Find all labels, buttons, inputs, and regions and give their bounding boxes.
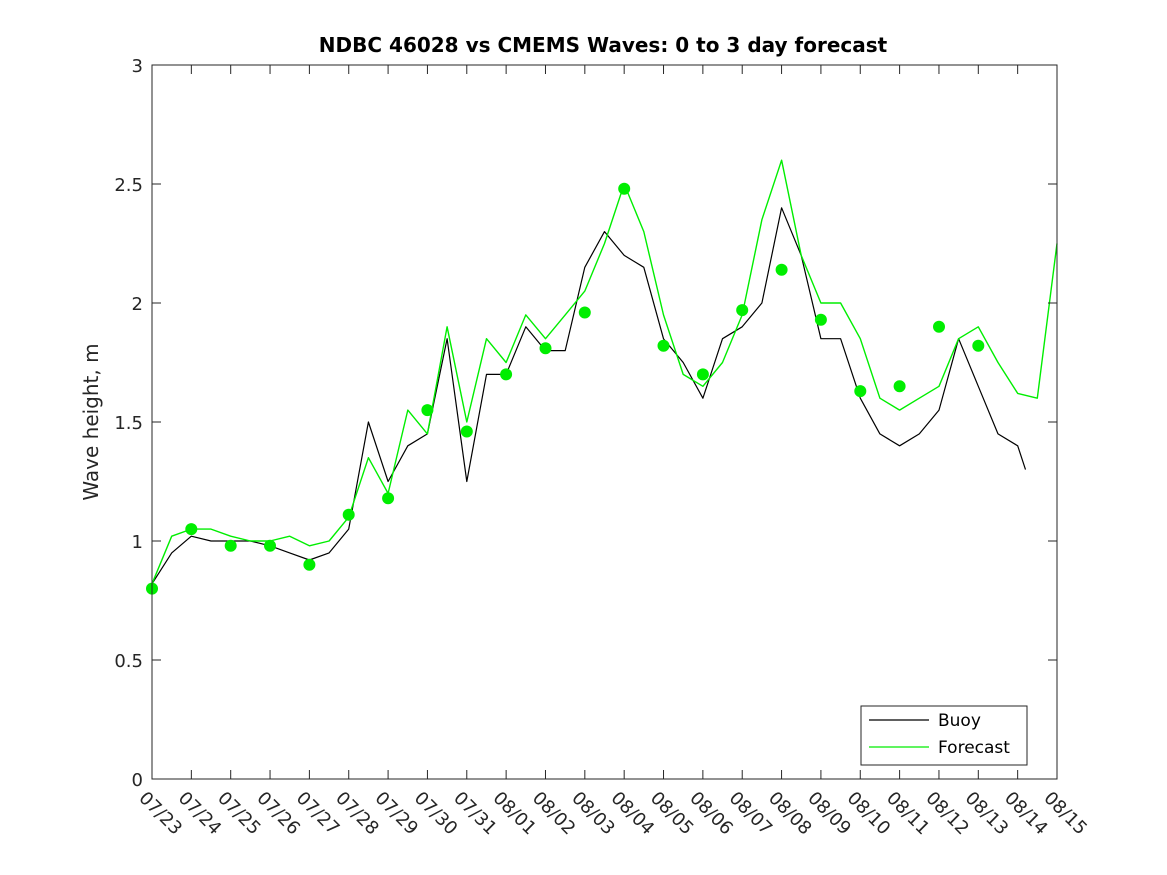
forecast-marker-7: [421, 404, 434, 417]
legend-box: [860, 705, 1028, 766]
y-tick-label-6: 3: [132, 56, 143, 77]
forecast-marker-4: [303, 558, 316, 571]
forecast-marker-20: [933, 320, 945, 333]
series-line-buoy: [151, 207, 1027, 585]
forecast-marker-12: [618, 182, 631, 195]
forecast-marker-18: [854, 385, 867, 398]
legend-label-forecast: Forecast: [938, 738, 1010, 758]
forecast-marker-8: [460, 425, 473, 438]
y-tick-label-1: 0.5: [114, 651, 143, 672]
forecast-marker-9: [500, 368, 513, 381]
forecast-marker-2: [224, 539, 237, 552]
plot-area: [152, 65, 1057, 779]
y-tick-label-2: 1: [132, 532, 143, 553]
forecast-marker-3: [264, 539, 276, 552]
forecast-marker-16: [775, 263, 788, 276]
forecast-marker-17: [814, 313, 827, 326]
legend: Buoy Forecast: [860, 705, 1028, 766]
legend-label-buoy: Buoy: [938, 711, 981, 731]
forecast-marker-14: [696, 368, 709, 381]
forecast-marker-13: [657, 339, 670, 352]
forecast-marker-19: [893, 380, 906, 393]
forecast-marker-1: [185, 523, 198, 536]
forecast-marker-5: [342, 508, 355, 521]
y-tick-label-3: 1.5: [114, 413, 143, 434]
forecast-marker-10: [539, 342, 552, 355]
forecast-marker-21: [972, 339, 985, 352]
forecast-marker-11: [578, 306, 591, 319]
y-axis-label: Wave height, m: [79, 343, 103, 500]
chart-title: NDBC 46028 vs CMEMS Waves: 0 to 3 day fo…: [319, 33, 888, 57]
y-tick-label-0: 0: [132, 770, 143, 791]
series-line-forecast: [151, 159, 1058, 585]
forecast-marker-6: [382, 492, 395, 505]
forecast-marker-15: [736, 304, 749, 317]
y-tick-label-4: 2: [132, 294, 143, 315]
y-tick-label-5: 2.5: [114, 175, 143, 196]
